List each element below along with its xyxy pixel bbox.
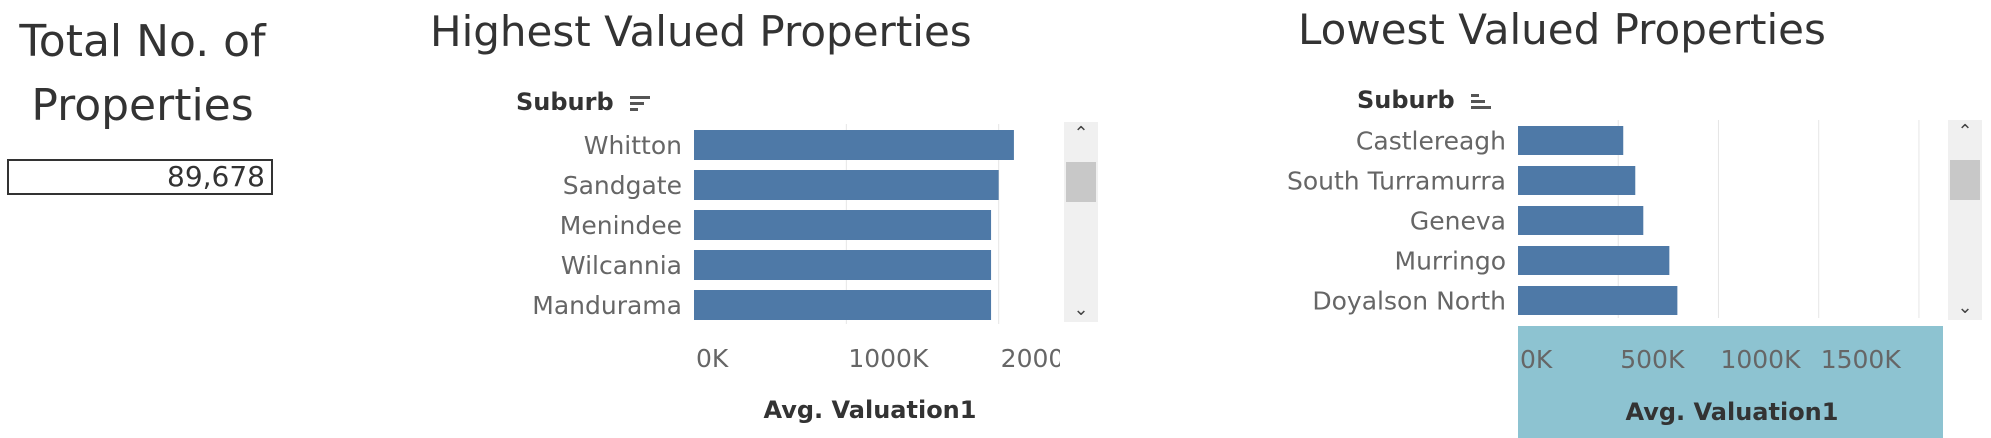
kpi-value: 89,678 <box>7 159 273 195</box>
scroll-up-icon[interactable]: ⌃ <box>1073 123 1089 144</box>
suburb-header-lowest[interactable]: Suburb <box>1357 86 1492 114</box>
tick-label: 1000K <box>848 344 929 373</box>
sort-ascending-icon[interactable] <box>1471 91 1492 111</box>
scroll-up-icon[interactable]: ⌃ <box>1957 121 1973 142</box>
category-label: Mandurama <box>532 291 682 320</box>
category-label: Doyalson North <box>1312 287 1506 316</box>
bar[interactable] <box>1518 206 1644 235</box>
category-label: Wilcannia <box>561 251 682 280</box>
tick-label: 500K <box>1620 345 1685 374</box>
tick-label: 0K <box>1520 345 1553 374</box>
category-label: South Turramurra <box>1287 167 1506 196</box>
scroll-thumb[interactable] <box>1066 162 1096 202</box>
x-axis-title-lowest: Avg. Valuation1 <box>1625 398 1839 426</box>
kpi-title: Total No. of Properties <box>0 10 285 138</box>
category-label: Murringo <box>1395 247 1507 276</box>
chart-highest: Whitton Sandgate Menindee Wilcannia Manduram… <box>532 124 1060 373</box>
category-label: Whitton <box>584 131 682 160</box>
bar[interactable] <box>694 290 992 320</box>
suburb-header-label: Suburb <box>1357 86 1455 114</box>
bar[interactable] <box>1518 246 1670 275</box>
bar[interactable] <box>694 210 992 240</box>
bar[interactable] <box>694 130 1014 160</box>
chart-lowest: Castlereagh South Turramurra Geneva Murring… <box>1287 120 1943 438</box>
kpi-title-line2: Properties <box>31 80 254 131</box>
tick-label: 0K <box>696 344 729 373</box>
scroll-thumb[interactable] <box>1950 160 1980 200</box>
scrollbar-highest[interactable]: ⌃ ⌄ <box>1064 122 1098 322</box>
axis-highlight <box>1518 326 1943 438</box>
scroll-down-icon[interactable]: ⌄ <box>1073 299 1089 320</box>
sort-descending-icon[interactable] <box>630 93 651 113</box>
category-label: Castlereagh <box>1356 127 1506 156</box>
chart-title-highest: Highest Valued Properties <box>430 7 972 56</box>
tick-label: 2000K <box>1001 344 1060 373</box>
bar[interactable] <box>1518 286 1678 315</box>
suburb-header-label: Suburb <box>516 88 614 116</box>
tick-label: 1000K <box>1720 345 1801 374</box>
bar[interactable] <box>694 250 992 280</box>
bar[interactable] <box>1518 126 1624 155</box>
category-label: Sandgate <box>563 171 682 200</box>
bar[interactable] <box>694 170 999 200</box>
category-label: Menindee <box>560 211 682 240</box>
category-label: Geneva <box>1410 207 1506 236</box>
x-axis-title-highest: Avg. Valuation1 <box>763 396 977 424</box>
scrollbar-lowest[interactable]: ⌃ ⌄ <box>1948 120 1982 320</box>
suburb-header-highest[interactable]: Suburb <box>516 88 651 116</box>
tick-label: 1500K <box>1821 345 1902 374</box>
bar[interactable] <box>1518 166 1636 195</box>
chart-title-lowest: Lowest Valued Properties <box>1298 5 1826 54</box>
kpi-title-line1: Total No. of <box>19 16 266 67</box>
scroll-down-icon[interactable]: ⌄ <box>1957 297 1973 318</box>
